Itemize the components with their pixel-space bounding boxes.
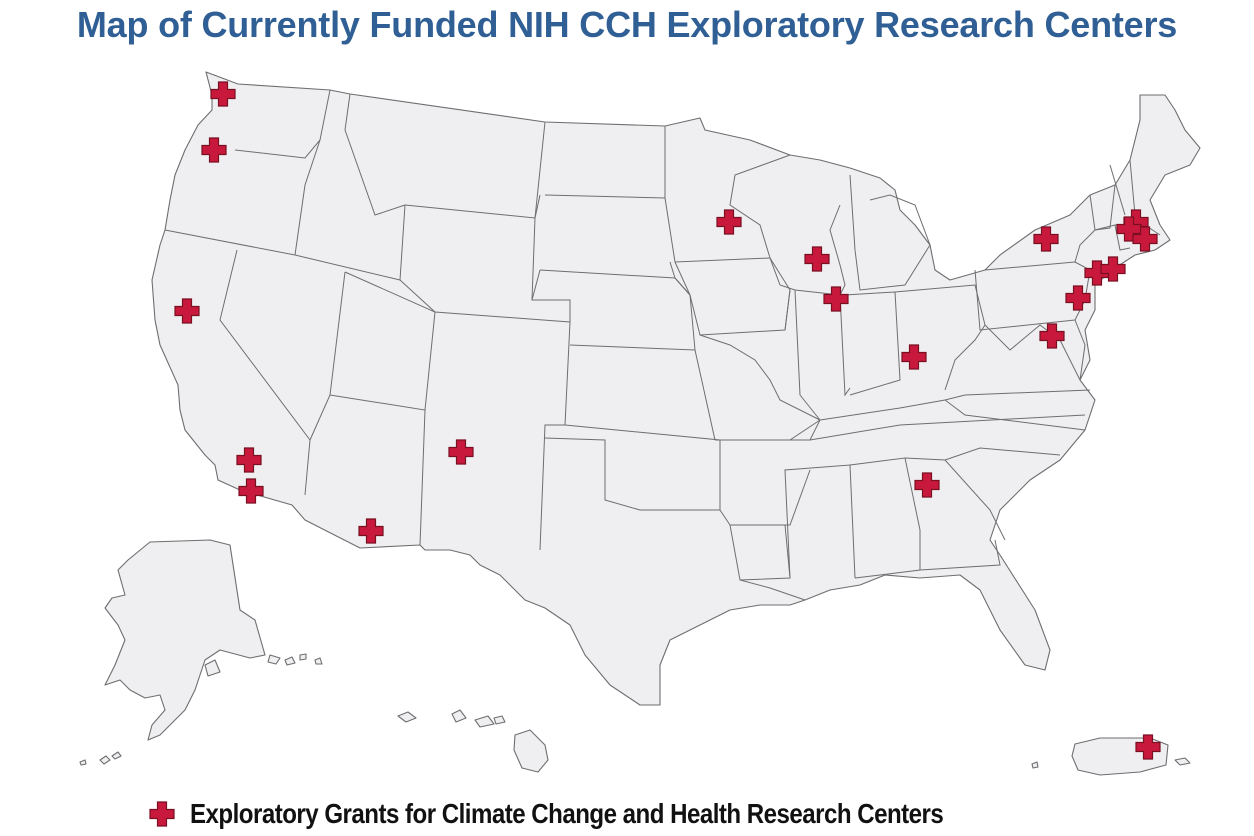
research-center-marker	[448, 439, 474, 465]
research-center-marker	[804, 246, 830, 272]
red-cross-icon	[149, 801, 175, 827]
research-center-marker	[210, 81, 236, 107]
research-center-marker	[716, 209, 742, 235]
research-center-marker	[1039, 323, 1065, 349]
alaska-islands	[79, 653, 323, 766]
legend-label: Exploratory Grants for Climate Change an…	[190, 798, 944, 829]
research-center-marker	[823, 286, 849, 312]
contiguous-us-outline	[151, 71, 1201, 706]
research-center-marker	[1033, 226, 1059, 252]
research-center-marker	[1132, 226, 1158, 252]
research-center-marker	[201, 137, 227, 163]
legend: Exploratory Grants for Climate Change an…	[148, 794, 1066, 834]
research-center-marker	[238, 478, 264, 504]
map-title: Map of Currently Funded NIH CCH Explorat…	[76, 4, 1178, 45]
puerto-rico-islands	[1031, 757, 1191, 769]
research-center-marker	[1065, 285, 1091, 311]
state-borders	[164, 89, 1161, 601]
research-center-markers	[174, 81, 1161, 760]
research-center-marker	[1100, 256, 1126, 282]
research-center-marker	[914, 472, 940, 498]
hawaii-islands	[397, 709, 549, 773]
alaska-outline	[104, 539, 266, 741]
research-center-marker	[236, 447, 262, 473]
research-center-marker	[901, 344, 927, 370]
research-center-marker	[174, 298, 200, 324]
research-center-marker	[358, 518, 384, 544]
research-center-marker	[1135, 734, 1161, 760]
